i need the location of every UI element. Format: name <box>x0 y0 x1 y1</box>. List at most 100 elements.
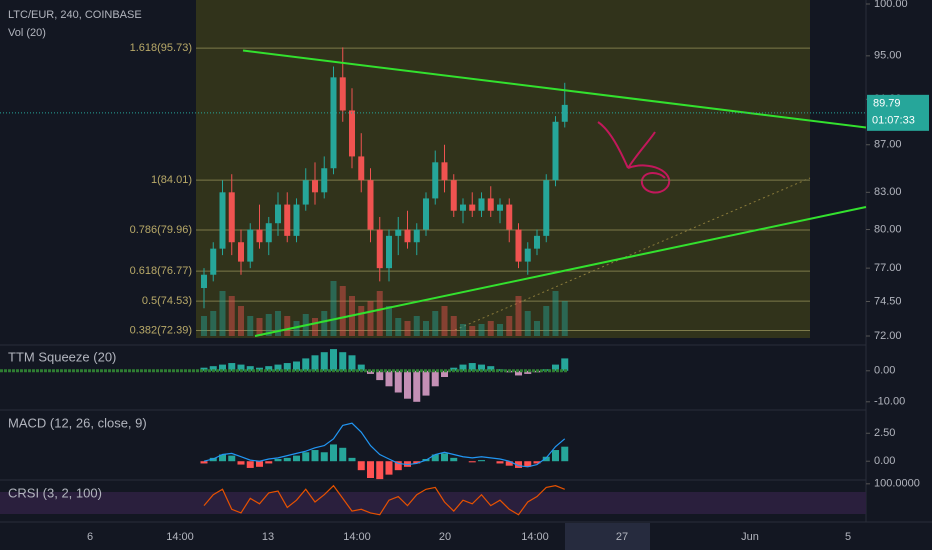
volume-bar <box>228 296 235 336</box>
histogram-bar <box>357 461 365 471</box>
y-tick-label: -10.00 <box>874 396 905 408</box>
volume-bar <box>256 318 263 336</box>
y-tick-label: 83.00 <box>874 186 902 198</box>
volume-bar <box>460 324 466 336</box>
histogram-bar <box>515 461 522 468</box>
volume-bar <box>330 281 337 336</box>
histogram-bar <box>367 461 374 478</box>
volume-bar <box>478 324 485 336</box>
dotted-line <box>454 177 811 331</box>
candle-body <box>423 198 429 230</box>
histogram-bar <box>274 458 282 462</box>
candle-body <box>515 229 522 262</box>
histogram-bar <box>552 450 559 462</box>
volume-bar <box>515 296 522 336</box>
histogram-bar <box>413 461 421 464</box>
candle-body <box>552 121 559 181</box>
time-label: 14:00 <box>343 531 371 543</box>
volume-bar <box>293 321 300 336</box>
histogram-bar <box>385 461 393 475</box>
histogram-bar <box>348 457 356 462</box>
symbol: LTC/EUR, 240, COINBASE <box>8 9 142 21</box>
volume-bar <box>265 314 272 336</box>
volume-bar <box>275 311 281 336</box>
y-tick-label: 0.00 <box>874 455 895 467</box>
candle-body <box>506 204 513 230</box>
time-label: 14:00 <box>166 531 194 543</box>
volume-bar <box>358 306 365 336</box>
volume-bar <box>543 306 550 336</box>
candle-body <box>349 110 355 157</box>
candle-body <box>367 180 374 230</box>
histogram-bar <box>265 366 273 371</box>
time-highlight <box>565 523 650 550</box>
histogram-bar <box>459 364 467 371</box>
candle-body <box>265 223 272 243</box>
time-label: 6 <box>87 531 93 543</box>
candle-body <box>302 180 309 205</box>
volume-bar <box>219 291 226 336</box>
histogram-bar <box>293 361 300 371</box>
candle-body <box>404 229 411 243</box>
volume-bar <box>210 311 217 336</box>
fib-label: 1.618(95.73) <box>130 42 192 54</box>
crsi-band <box>0 492 866 514</box>
candle-body <box>210 248 217 275</box>
volume-bar <box>413 316 420 336</box>
annotation-scribble <box>597 121 671 194</box>
volume-bar <box>238 306 244 336</box>
volume-bar <box>367 301 374 336</box>
candle-body <box>497 204 503 211</box>
histogram-bar <box>265 461 273 464</box>
y-tick-label: 100.0000 <box>874 478 920 490</box>
histogram-bar <box>450 367 458 371</box>
volume-bar <box>441 306 448 336</box>
candle-body <box>339 77 346 111</box>
histogram-bar <box>376 370 384 381</box>
histogram-bar <box>200 367 208 371</box>
histogram-bar <box>237 461 245 465</box>
histogram-bar <box>376 461 384 480</box>
histogram-bar <box>487 366 495 371</box>
candle-body <box>534 235 540 249</box>
candle-body <box>312 180 318 193</box>
candle-body <box>256 229 263 243</box>
histogram-bar <box>505 461 513 466</box>
volume-bar <box>561 301 568 336</box>
last-price: 89.79 <box>873 98 901 110</box>
trendline <box>242 49 867 129</box>
volume-bar <box>432 311 439 336</box>
candle-body <box>543 180 550 236</box>
volume-bar <box>506 316 513 336</box>
candle-body <box>441 162 448 181</box>
histogram-bar <box>542 456 550 462</box>
time-label: 5 <box>845 531 851 543</box>
volume-bar <box>284 316 291 336</box>
volume-bar <box>469 326 476 336</box>
histogram-bar <box>385 370 393 387</box>
volume-bar <box>423 321 429 336</box>
candle-body <box>450 180 457 211</box>
histogram-bar <box>219 364 226 371</box>
candle-body <box>330 77 337 169</box>
candle-body <box>293 204 300 236</box>
fib-label: 0.618(76.77) <box>130 265 192 277</box>
histogram-bar <box>219 454 226 462</box>
histogram-bar <box>431 370 439 387</box>
fib-label: 0.786(79.96) <box>130 224 192 236</box>
candle-body <box>201 274 207 289</box>
histogram-bar <box>478 460 485 462</box>
candle-body <box>358 156 365 181</box>
candle-body <box>413 229 420 243</box>
histogram-bar <box>293 455 300 462</box>
histogram-bar <box>330 444 337 462</box>
time-label: 13 <box>262 531 274 543</box>
y-tick-label: 0.00 <box>874 365 895 377</box>
volume-bar <box>376 291 383 336</box>
histogram-bar <box>339 447 347 462</box>
histogram-bar <box>283 457 291 462</box>
volume-bar <box>339 286 346 336</box>
histogram-bar <box>533 461 541 464</box>
histogram-bar <box>357 364 365 371</box>
